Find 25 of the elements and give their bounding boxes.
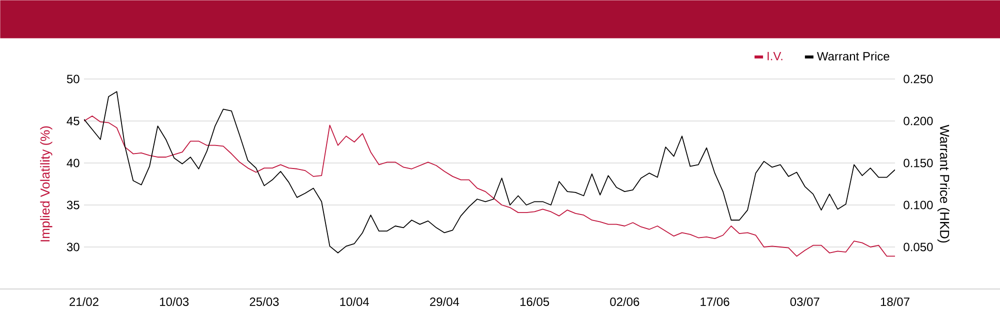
x-tick-label: 10/04: [340, 297, 369, 306]
y-tick-label: 35: [66, 200, 80, 210]
x-tick-label: 21/02: [70, 297, 98, 306]
y2-tick-label: 0.250: [904, 74, 933, 84]
y-tick-label: 45: [66, 116, 80, 126]
x-tick-label: 16/05: [520, 297, 550, 306]
x-tick-label: 02/06: [610, 297, 640, 306]
x-tick-label: 18/07: [880, 297, 910, 306]
x-tick-label: 10/03: [160, 297, 189, 306]
y-tick-label: 40: [66, 158, 80, 168]
x-tick-label: 03/07: [790, 297, 820, 306]
y2-tick-label: 0.150: [904, 158, 933, 168]
y2-axis-title: Warrant Price (HKD): [937, 124, 950, 243]
y-tick-label: 50: [66, 74, 80, 84]
legend-label: Warrant Price: [816, 52, 890, 61]
x-tick-label: 17/06: [700, 297, 730, 306]
y2-tick-label: 0.050: [904, 242, 933, 252]
x-tick-label: 29/04: [430, 297, 460, 306]
y-tick-label: 30: [66, 242, 80, 252]
y2-tick-label: 0.200: [904, 116, 933, 126]
legend-label: I.V.: [768, 52, 782, 60]
x-tick-label: 25/03: [250, 297, 279, 306]
line-series: [84, 91, 895, 254]
y-axis-title: Implied Volatility (%): [40, 126, 52, 242]
y2-tick-label: 0.100: [904, 200, 933, 210]
